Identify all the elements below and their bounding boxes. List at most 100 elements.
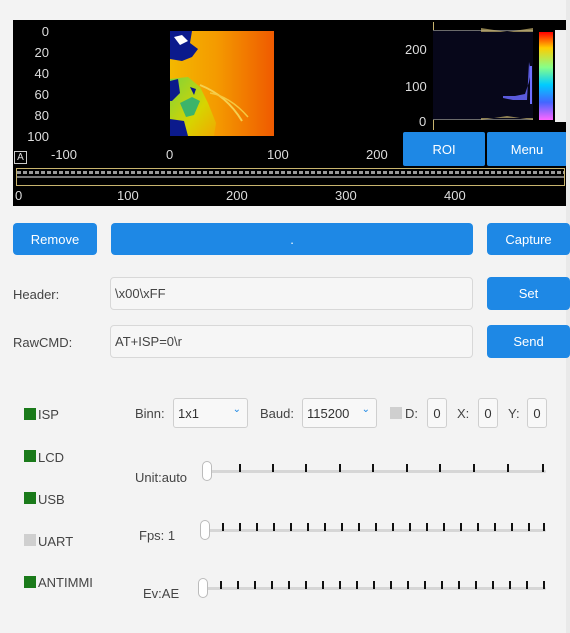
slider-tick: [443, 523, 445, 531]
baud-value: 115200: [307, 405, 350, 421]
checkbox-lcd-box[interactable]: [24, 450, 36, 462]
image-plot-panel[interactable]: 0 20 40 60 80 100: [13, 20, 567, 206]
y-tick: 60: [34, 87, 49, 102]
y-label: Y:: [508, 406, 520, 421]
slider-tick: [509, 581, 511, 589]
timeline-tick: 0: [15, 188, 23, 203]
slider-tick: [341, 523, 343, 531]
histogram-area: [433, 30, 533, 120]
slider-tick: [390, 581, 392, 589]
slider-tick: [373, 581, 375, 589]
ev-slider-label: Ev:AE: [143, 586, 180, 601]
binn-value: 1x1: [178, 405, 199, 421]
slider-tick: [494, 523, 496, 531]
slider-tick: [542, 464, 544, 472]
hist-y-tick: 100: [405, 79, 427, 94]
hist-y-tick: 200: [405, 42, 427, 57]
checkbox-isp-box[interactable]: [24, 408, 36, 420]
ev-slider[interactable]: [198, 577, 546, 599]
hist-y-tick: 0: [419, 114, 427, 129]
checkbox-isp-label: ISP: [38, 407, 59, 422]
remove-button[interactable]: Remove: [13, 223, 97, 255]
checkbox-usb-box[interactable]: [24, 492, 36, 504]
timeline-line: [17, 176, 564, 178]
unit-slider-handle[interactable]: [202, 461, 212, 481]
slider-tick: [507, 464, 509, 472]
checkbox-antimmi-label: ANTIMMI: [38, 575, 93, 590]
slider-tick: [492, 581, 494, 589]
slider-tick: [439, 464, 441, 472]
ev-slider-handle[interactable]: [198, 578, 208, 598]
slider-tick: [324, 523, 326, 531]
timeline-tick: 300: [335, 188, 357, 203]
slider-tick: [511, 523, 513, 531]
set-button[interactable]: Set: [487, 277, 570, 310]
slider-tick: [305, 464, 307, 472]
baud-select[interactable]: 115200 ⌄: [302, 398, 377, 428]
fps-slider-track: [200, 529, 546, 532]
status-button[interactable]: .: [111, 223, 473, 255]
slider-tick: [239, 523, 241, 531]
roi-button[interactable]: ROI: [403, 132, 485, 166]
menu-button[interactable]: Menu: [487, 132, 567, 166]
slider-tick: [477, 523, 479, 531]
rawcmd-input[interactable]: AT+ISP=0\r: [110, 325, 473, 358]
checkbox-uart-label: UART: [38, 534, 74, 549]
checkbox-uart-box[interactable]: [24, 534, 36, 546]
slider-tick: [543, 581, 545, 589]
checkbox-usb-label: USB: [38, 492, 65, 507]
binn-select[interactable]: 1x1 ⌄: [173, 398, 248, 428]
unit-slider[interactable]: [202, 460, 546, 482]
slider-tick: [473, 464, 475, 472]
checkbox-d-box[interactable]: [390, 407, 402, 419]
slider-tick: [339, 581, 341, 589]
chevron-down-icon: ⌄: [361, 404, 370, 415]
capture-button[interactable]: Capture: [487, 223, 570, 255]
slider-tick: [458, 581, 460, 589]
fps-slider[interactable]: [200, 519, 546, 541]
colormap-bar[interactable]: [539, 32, 553, 120]
header-label: Header:: [13, 287, 60, 302]
d-label: D:: [405, 406, 418, 421]
slider-tick: [372, 464, 374, 472]
x-tick: 0: [166, 147, 174, 162]
x-input[interactable]: 0: [478, 398, 498, 428]
x-tick: 100: [267, 147, 289, 162]
header-value: \x00\xFF: [115, 286, 166, 301]
header-input[interactable]: \x00\xFF: [110, 277, 473, 310]
slider-tick: [273, 523, 275, 531]
slider-tick: [220, 581, 222, 589]
slider-tick: [272, 464, 274, 472]
histogram-panel[interactable]: [433, 22, 567, 130]
slider-tick: [239, 464, 241, 472]
rawcmd-label: RawCMD:: [13, 335, 73, 350]
fps-slider-handle[interactable]: [200, 520, 210, 540]
x-tick: -100: [51, 147, 78, 162]
slider-tick: [356, 581, 358, 589]
timeline-track[interactable]: [16, 168, 565, 186]
slider-tick: [290, 523, 292, 531]
slider-tick: [460, 523, 462, 531]
slider-tick: [426, 523, 428, 531]
binn-label: Binn:: [135, 406, 165, 421]
checkbox-antimmi-box[interactable]: [24, 576, 36, 588]
slider-tick: [406, 464, 408, 472]
slider-tick: [307, 523, 309, 531]
x-value: 0: [484, 405, 492, 421]
slider-tick: [256, 523, 258, 531]
thermal-image: [170, 31, 274, 136]
y-input[interactable]: 0: [527, 398, 547, 428]
colormap-scrollbar[interactable]: [555, 30, 567, 122]
auto-scale-badge[interactable]: A: [14, 151, 27, 164]
d-value: 0: [433, 405, 441, 421]
send-button[interactable]: Send: [487, 325, 570, 358]
y-tick: 40: [34, 66, 49, 81]
slider-tick: [424, 581, 426, 589]
slider-tick: [407, 581, 409, 589]
d-input[interactable]: 0: [427, 398, 447, 428]
y-value: 0: [533, 405, 541, 421]
slider-tick: [271, 581, 273, 589]
timeline-tick: 100: [117, 188, 139, 203]
baud-label: Baud:: [260, 406, 294, 421]
slider-tick: [237, 581, 239, 589]
